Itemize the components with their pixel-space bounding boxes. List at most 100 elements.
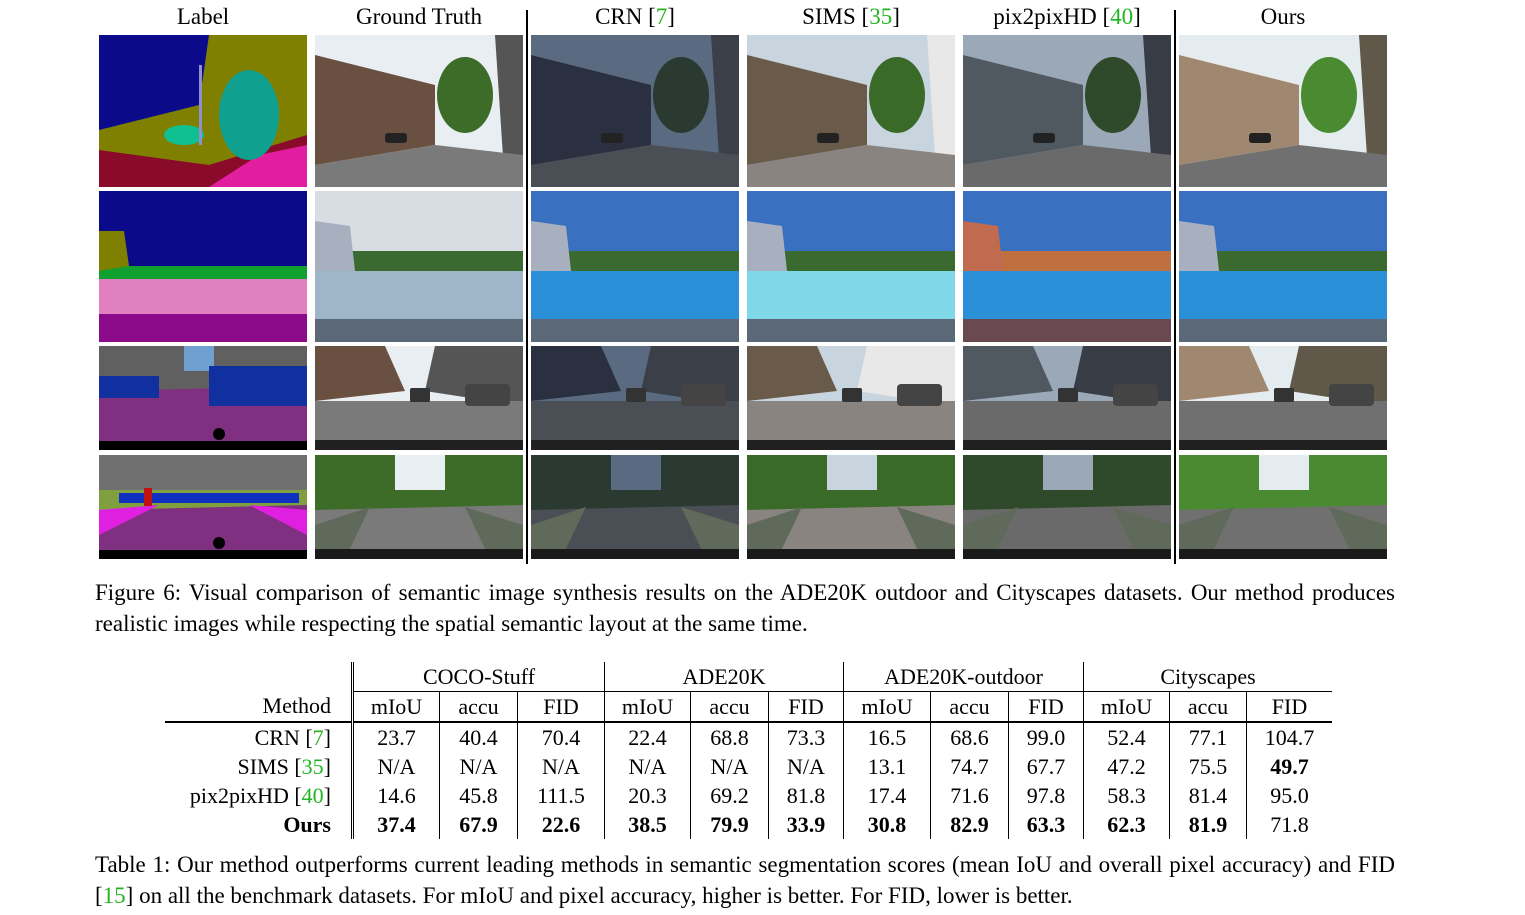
value-cell: 23.7 [352,722,440,752]
figure-separator [1174,10,1176,564]
value-cell: 70.4 [517,722,605,752]
value-cell: N/A [690,752,769,781]
image-tree-road-scene-ground-truth [315,455,523,559]
metric-header: accu [930,691,1009,722]
image-street-scene-crn [531,35,739,187]
method-cell: Ours [165,810,354,839]
group-header: ADE20K-outdoor [843,662,1084,692]
image-street-scene-sims [747,35,955,187]
value-cell: 62.3 [1083,810,1170,839]
column-header-ground-truth: Ground Truth [356,4,482,29]
table-group-header-row: COCO-Stuff ADE20K ADE20K-outdoor Citysca… [165,662,1332,692]
image-tree-road-scene-label [99,455,307,559]
value-cell: 22.4 [604,722,691,752]
metric-header: accu [1169,691,1247,722]
metric-header: FID [1008,691,1084,722]
metric-header: accu [439,691,518,722]
value-cell: 45.8 [439,781,518,810]
value-cell: 68.6 [930,722,1009,752]
image-pool-scene-ours [1179,191,1387,342]
image-tree-road-scene-ours [1179,455,1387,559]
value-cell: 49.7 [1270,753,1309,779]
column-header-sims: SIMS [35] [802,4,900,29]
image-street-scene-pix2pixhd [963,35,1171,187]
image-street-scene-label [99,35,307,187]
column-header-crn: CRN [7] [595,4,675,29]
value-cell: 52.4 [1083,722,1170,752]
value-cell: 30.8 [843,810,931,839]
value-cell: 71.8 [1270,811,1309,837]
group-header: Cityscapes [1083,662,1332,692]
figure-caption: Figure 6: Visual comparison of semantic … [95,580,1395,636]
value-cell: 47.2 [1083,752,1170,781]
group-header: COCO-Stuff [352,662,605,692]
metric-header: mIoU [604,691,691,722]
value-cell: 81.8 [768,781,844,810]
results-table: COCO-Stuff ADE20K ADE20K-outdoor Citysca… [165,662,1332,839]
figure-separator [526,10,528,564]
method-cell: CRN [7] [165,722,354,752]
value-cell: N/A [604,752,691,781]
image-city-road-scene-label [99,346,307,450]
metric-header: mIoU [352,691,440,722]
group-header: ADE20K [604,662,844,692]
value-cell: 81.9 [1169,810,1247,839]
table-caption: Table 1: Our method outperforms current … [95,852,1395,908]
table-row: SIMS [35] N/A N/A N/A N/A N/A N/A 13.1 74.7 67.7 4… [165,752,1332,781]
metric-header: FID [768,691,844,722]
value-cell: 37.4 [352,810,440,839]
value-cell: 75.5 [1169,752,1247,781]
value-cell: 14.6 [352,781,440,810]
value-cell: 58.3 [1083,781,1170,810]
metric-header: mIoU [843,691,931,722]
value-cell: 16.5 [843,722,931,752]
image-city-road-scene-pix2pixhd [963,346,1171,450]
method-cell: SIMS [35] [165,752,354,781]
image-pool-scene-label [99,191,307,342]
value-cell: N/A [439,752,518,781]
column-header-ours: Ours [1260,4,1306,29]
image-city-road-scene-sims [747,346,955,450]
column-header-pix2pixhd: pix2pixHD [40] [993,4,1141,29]
value-cell: 73.3 [768,722,844,752]
value-cell: 17.4 [843,781,931,810]
value-cell: 77.1 [1169,722,1247,752]
image-street-scene-ours [1179,35,1387,187]
value-cell: 99.0 [1008,722,1084,752]
table-metric-header-row: Method mIoU accu FID mIoU accu FID mIoU … [165,691,1332,722]
metric-header: accu [690,691,769,722]
value-cell: 81.4 [1169,781,1247,810]
value-cell: 74.7 [930,752,1009,781]
value-cell: N/A [517,752,605,781]
value-cell: 95.0 [1270,782,1309,808]
value-cell: 79.9 [690,810,769,839]
value-cell: 40.4 [439,722,518,752]
value-cell: 63.3 [1008,810,1084,839]
column-header-label: Label [176,4,230,29]
table-row: pix2pixHD [40] 14.6 45.8 111.5 20.3 69.2 81.8 1… [165,781,1332,810]
value-cell: N/A [768,752,844,781]
value-cell: 67.9 [439,810,518,839]
table-row: Ours 37.4 67.9 22.6 38.5 79.9 33.9 30.8 82.9 63.3… [165,810,1332,839]
value-cell: 97.8 [1008,781,1084,810]
value-cell: 13.1 [843,752,931,781]
value-cell: 67.7 [1008,752,1084,781]
method-cell: pix2pixHD [40] [165,781,354,810]
table-row: CRN [7] 23.7 40.4 70.4 22.4 68.8 73.3 16.5 68.6 9… [165,722,1332,752]
value-cell: 33.9 [768,810,844,839]
image-city-road-scene-ground-truth [315,346,523,450]
value-cell: 69.2 [690,781,769,810]
metric-header: mIoU [1083,691,1170,722]
image-city-road-scene-ours [1179,346,1387,450]
method-header: Method [165,691,354,722]
metric-header: FID [1271,693,1308,719]
value-cell: 104.7 [1264,724,1315,750]
value-cell: N/A [352,752,440,781]
image-street-scene-ground-truth [315,35,523,187]
value-cell: 111.5 [517,781,605,810]
value-cell: 82.9 [930,810,1009,839]
image-city-road-scene-crn [531,346,739,450]
image-tree-road-scene-pix2pixhd [963,455,1171,559]
value-cell: 68.8 [690,722,769,752]
metric-header: FID [517,691,605,722]
